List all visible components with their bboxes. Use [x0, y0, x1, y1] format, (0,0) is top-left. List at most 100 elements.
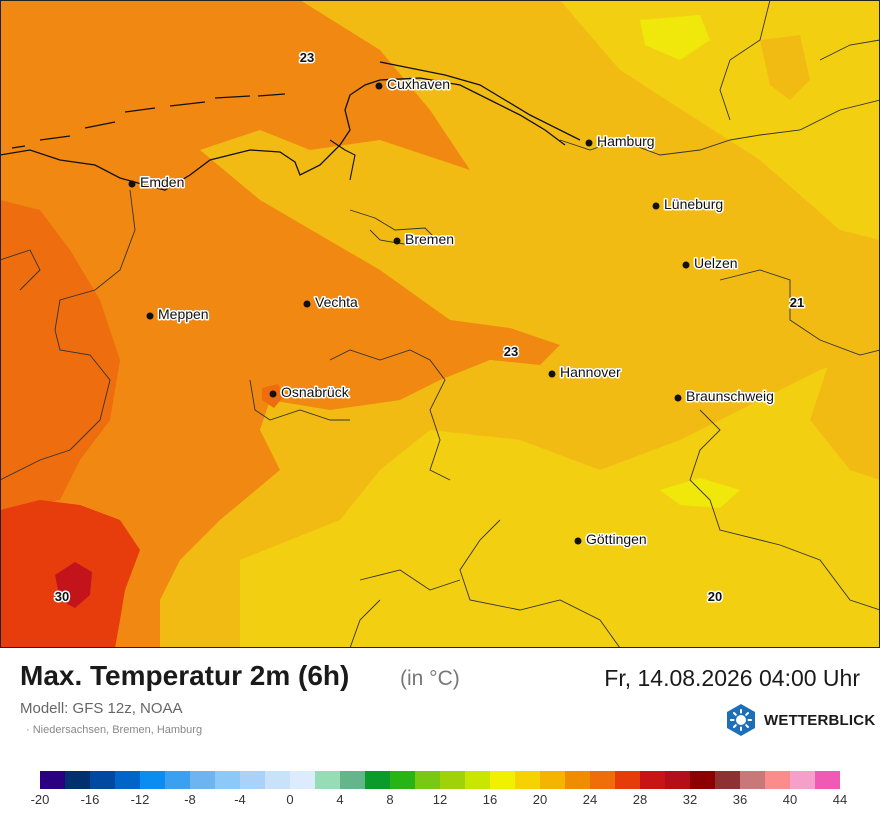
legend-swatch: [365, 771, 390, 789]
city-lueneburg[interactable]: Lüneburg: [652, 195, 725, 214]
legend-swatch: [140, 771, 165, 789]
map-title: Max. Temperatur 2m (6h): [20, 660, 350, 691]
legend-swatch: [765, 771, 790, 789]
brand-name: WETTERBLICK: [764, 711, 876, 729]
city-emden[interactable]: Emden: [128, 173, 186, 192]
model-label: Modell: GFS 12z, NOAA: [20, 700, 183, 717]
legend-swatch: [490, 771, 515, 789]
temp-value-label: 20: [708, 589, 722, 604]
temp-field-26: [0, 200, 120, 510]
city-label: Braunschweig: [686, 388, 774, 404]
temp-field-20-south: [240, 350, 880, 648]
temp-field-21-northeast: [760, 35, 810, 100]
temp-field-19-south: [660, 478, 740, 508]
city-label: Göttingen: [586, 531, 647, 547]
city-dot: [128, 180, 136, 188]
legend-swatch: [340, 771, 365, 789]
legend-swatch: [390, 771, 415, 789]
legend-swatch: [115, 771, 140, 789]
forecast-datetime: Fr, 14.08.2026 04:00 Uhr: [604, 665, 860, 691]
city-braunschweig[interactable]: Braunschweig: [674, 387, 775, 406]
legend-swatch: [40, 771, 65, 789]
legend-tick-label: -8: [184, 792, 196, 807]
city-dot: [674, 394, 682, 402]
city-label: Lüneburg: [664, 196, 723, 212]
legend-swatch: [215, 771, 240, 789]
legend-swatch: [190, 771, 215, 789]
city-uelzen[interactable]: Uelzen: [682, 254, 739, 273]
city-goettingen[interactable]: Göttingen: [574, 530, 648, 549]
city-vechta[interactable]: Vechta: [303, 293, 360, 312]
city-dot: [269, 390, 277, 398]
east-frisian-islands: [11, 93, 286, 149]
legend-swatch: [815, 771, 840, 789]
coastline: [0, 79, 381, 191]
city-hamburg[interactable]: Hamburg: [585, 132, 656, 151]
legend-swatch: [265, 771, 290, 789]
temp-field-24-west: [0, 0, 560, 648]
temp-value-label: 30: [55, 589, 69, 604]
legend-tick-label: 8: [386, 792, 394, 807]
legend-swatch: [715, 771, 740, 789]
city-label: Cuxhaven: [387, 76, 450, 92]
legend-swatch: [790, 771, 815, 789]
temperature-map[interactable]: Cuxhaven Hamburg Emden Lüneburg Bremen U…: [0, 0, 880, 648]
legend-swatch: [90, 771, 115, 789]
legend-tick-label: -16: [80, 792, 100, 807]
legend-swatch: [665, 771, 690, 789]
brand-logo[interactable]: WETTERBLICK: [724, 703, 875, 737]
weser-estuary: [329, 139, 356, 181]
city-cuxhaven[interactable]: Cuxhaven: [375, 75, 452, 94]
temp-value-label: 21: [790, 295, 804, 310]
unit-label: (in °C): [400, 667, 460, 690]
city-osnabrueck[interactable]: Osnabrück: [269, 383, 351, 402]
city-label: Hannover: [560, 364, 621, 380]
legend-tick-label: -4: [234, 792, 246, 807]
legend-tick-label: 36: [732, 792, 748, 807]
legend-tick-label: 4: [336, 792, 344, 807]
city-dot: [303, 300, 311, 308]
legend-swatch: [740, 771, 765, 789]
city-bremen[interactable]: Bremen: [393, 230, 456, 249]
city-dot: [682, 261, 690, 269]
elbe-estuary-north: [379, 61, 581, 141]
legend-swatch: [690, 771, 715, 789]
legend-tick-label: 0: [286, 792, 294, 807]
legend-swatch: [615, 771, 640, 789]
legend-swatch: [290, 771, 315, 789]
temp-field-21-east: [810, 340, 880, 480]
temp-value-label: 23: [504, 344, 518, 359]
legend-swatch: [640, 771, 665, 789]
legend-tick-label: -20: [30, 792, 50, 807]
legend-tick-label: 20: [532, 792, 548, 807]
city-label: Bremen: [405, 231, 454, 247]
legend-tick-label: 44: [832, 792, 848, 807]
legend-swatch: [240, 771, 265, 789]
legend-swatch: [440, 771, 465, 789]
legend-tick-label: 12: [432, 792, 448, 807]
city-label: Meppen: [158, 306, 209, 322]
legend-swatch: [65, 771, 90, 789]
temp-value-label: 23: [300, 50, 314, 65]
city-meppen[interactable]: Meppen: [146, 305, 210, 324]
legend-swatch: [540, 771, 565, 789]
city-hannover[interactable]: Hannover: [548, 363, 623, 382]
legend-tick-label: 32: [682, 792, 698, 807]
city-dot: [585, 139, 593, 147]
legend-swatch: [515, 771, 540, 789]
city-dot: [652, 202, 660, 210]
legend-tick-label: -12: [130, 792, 150, 807]
city-label: Osnabrück: [281, 384, 350, 400]
temp-field-30: [55, 562, 92, 608]
legend-swatch: [590, 771, 615, 789]
region-label: · Niedersachsen, Bremen, Hamburg: [26, 724, 203, 736]
city-label: Uelzen: [694, 255, 738, 271]
city-dot: [574, 537, 582, 545]
legend-swatch: [415, 771, 440, 789]
city-dot: [375, 82, 383, 90]
elbe-estuary-south: [379, 77, 566, 146]
city-dot: [548, 370, 556, 378]
legend-tick-label: 24: [582, 792, 598, 807]
temp-field-19-north: [640, 15, 710, 60]
legend-tick-label: 28: [632, 792, 648, 807]
